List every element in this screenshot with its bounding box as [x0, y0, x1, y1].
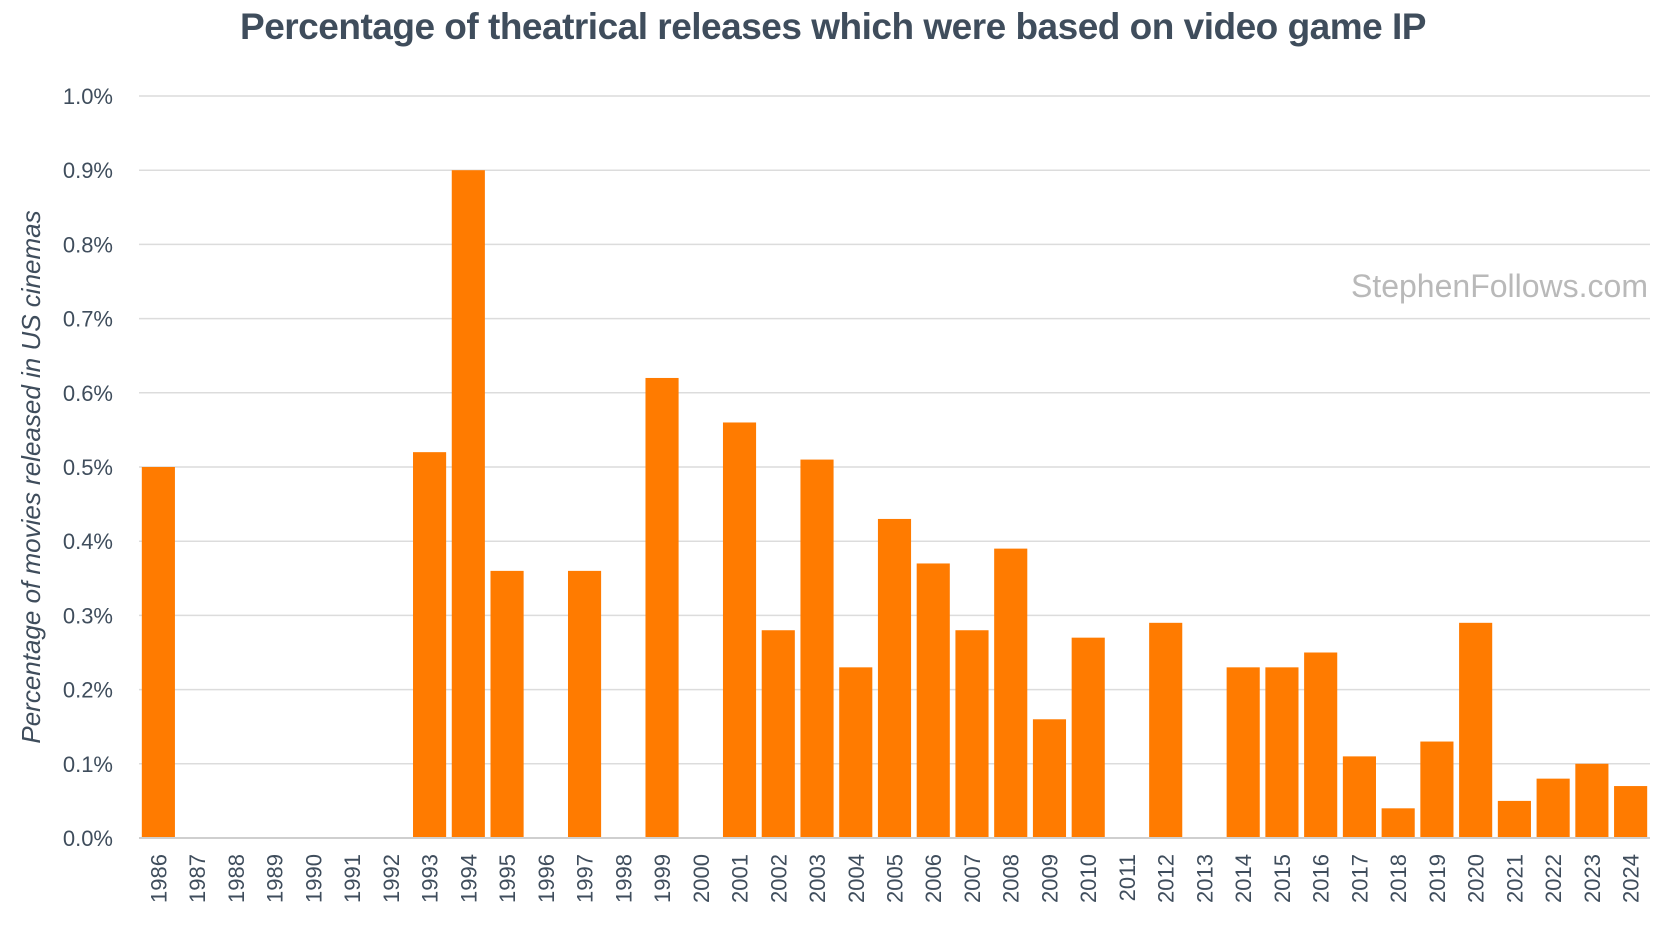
bar-2019 — [1420, 741, 1454, 838]
bar-2018 — [1381, 808, 1415, 838]
x-tick-label: 2000 — [689, 854, 714, 903]
bar-2009 — [1032, 719, 1067, 838]
bar-1997 — [567, 570, 602, 838]
x-tick-label: 2014 — [1231, 854, 1256, 903]
bar-2001 — [722, 422, 757, 838]
bar-2008 — [994, 548, 1028, 838]
y-tick-label: 0.5% — [63, 455, 113, 480]
bar-2021 — [1497, 800, 1531, 838]
bar-2015 — [1265, 667, 1299, 838]
x-tick-label: 2009 — [1037, 854, 1062, 903]
x-tick-label: 2007 — [960, 854, 985, 903]
x-tick-label: 2024 — [1619, 854, 1644, 903]
y-tick-labels: 0.0% 0.1% 0.2% 0.3% 0.4% 0.5% 0.6% 0.7% 0.8% 0.9%… — [63, 84, 113, 851]
bar-1995 — [490, 570, 524, 838]
x-tick-label: 2020 — [1464, 854, 1489, 903]
bar-2010 — [1071, 637, 1105, 838]
x-tick-label: 1989 — [263, 854, 288, 903]
x-tick-label: 1988 — [224, 854, 249, 903]
y-tick-label: 0.0% — [63, 826, 113, 851]
y-axis-title: Percentage of movies released in US cine… — [16, 210, 46, 743]
bar-2002 — [761, 630, 795, 838]
x-tick-label: 2010 — [1076, 854, 1101, 903]
x-tick-label: 1992 — [379, 854, 404, 903]
bar-2016 — [1304, 652, 1338, 838]
bars — [141, 170, 1648, 838]
x-tick-label: 1996 — [534, 854, 559, 903]
x-tick-label: 2019 — [1425, 854, 1450, 903]
bar-1993 — [413, 452, 447, 838]
bar-1994 — [451, 170, 485, 838]
bar-2014 — [1226, 667, 1260, 838]
bar-2023 — [1575, 763, 1609, 838]
x-tick-label: 2011 — [1115, 854, 1140, 901]
bar-2005 — [877, 518, 912, 838]
x-tick-label: 2002 — [766, 854, 791, 903]
bar-2012 — [1149, 622, 1183, 838]
bar-1986 — [141, 467, 175, 838]
bar-2007 — [955, 630, 989, 838]
x-tick-label: 2003 — [805, 854, 830, 903]
x-tick-label: 2015 — [1270, 854, 1295, 903]
y-tick-label: 0.7% — [63, 307, 113, 332]
x-tick-label: 2016 — [1309, 854, 1334, 903]
x-tick-label: 1991 — [340, 854, 365, 903]
y-tick-label: 0.4% — [63, 529, 113, 554]
x-tick-label: 2021 — [1502, 854, 1527, 903]
bar-2024 — [1614, 786, 1648, 838]
y-tick-label: 0.2% — [63, 678, 113, 703]
x-tick-label: 2018 — [1386, 854, 1411, 903]
y-tick-label: 0.1% — [63, 752, 113, 777]
y-tick-label: 0.6% — [63, 381, 113, 406]
y-tick-label: 0.8% — [63, 232, 113, 257]
y-tick-label: 0.9% — [63, 158, 113, 183]
y-tick-label: 0.3% — [63, 603, 113, 628]
x-tick-label: 2004 — [844, 854, 869, 903]
bar-2004 — [839, 667, 873, 838]
x-tick-label: 1986 — [146, 854, 171, 903]
bar-2006 — [916, 563, 950, 838]
x-tick-label: 1997 — [573, 854, 598, 903]
x-tick-label: 1987 — [185, 854, 210, 903]
x-tick-label: 2006 — [921, 854, 946, 903]
bar-2022 — [1536, 778, 1570, 838]
x-tick-label: 2023 — [1580, 854, 1605, 903]
x-tick-label: 2012 — [1154, 854, 1179, 903]
x-tick-label: 1993 — [418, 854, 443, 903]
chart-title: Percentage of theatrical releases which … — [240, 6, 1426, 47]
x-tick-label: 1998 — [611, 854, 636, 903]
bar-1999 — [645, 377, 679, 838]
x-tick-label: 2022 — [1541, 854, 1566, 903]
x-tick-label: 2017 — [1347, 854, 1372, 903]
y-tick-label: 1.0% — [63, 84, 113, 109]
bar-2020 — [1459, 622, 1493, 838]
bar-2017 — [1342, 756, 1376, 838]
x-tick-label: 2001 — [728, 854, 753, 903]
x-tick-label: 1990 — [301, 854, 326, 903]
x-tick-label: 2008 — [999, 854, 1024, 903]
x-tick-labels: 1986 1987 1988 1989 1990 1991 1992 1993 1994 1995… — [146, 854, 1643, 903]
x-tick-label: 1999 — [650, 854, 675, 903]
x-tick-label: 2013 — [1192, 854, 1217, 903]
x-tick-label: 2005 — [883, 854, 908, 903]
x-tick-label: 1995 — [495, 854, 520, 903]
watermark: StephenFollows.com — [1351, 268, 1648, 304]
x-tick-label: 1994 — [456, 854, 481, 903]
bar-2003 — [800, 459, 834, 838]
